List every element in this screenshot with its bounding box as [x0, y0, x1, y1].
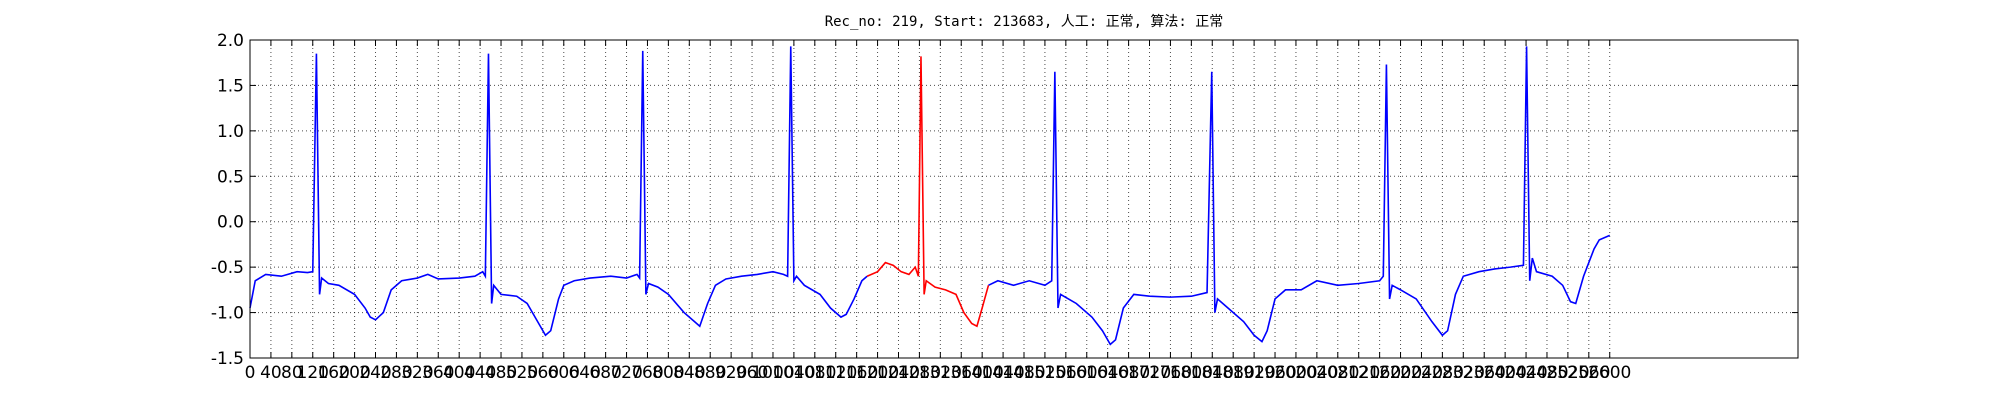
x-tick-label: 280 [380, 363, 412, 383]
x-tick-label: 80 [281, 363, 303, 383]
x-tick-label: 2280 [1421, 363, 1464, 383]
plot-frame [249, 39, 1799, 359]
x-tick-label: 1320 [919, 363, 962, 383]
x-tick-label: 1360 [940, 363, 983, 383]
x-tick-label: 1240 [877, 363, 920, 383]
x-tick-label: 1280 [898, 363, 941, 383]
x-tick-label: 840 [673, 363, 705, 383]
x-tick-label: 880 [694, 363, 726, 383]
ecg-line [866, 56, 990, 328]
x-tick-label: 160 [317, 363, 349, 383]
x-tick-label: 520 [506, 363, 538, 383]
x-tick-label: 1800 [1170, 363, 1213, 383]
x-tick-label: 2360 [1463, 363, 1506, 383]
x-tick-label: 1760 [1149, 363, 1192, 383]
x-tick-label: 960 [736, 363, 768, 383]
x-tick-label: 2160 [1358, 363, 1401, 383]
x-tick-label: 2080 [1316, 363, 1359, 383]
y-tick-label: -1.5 [211, 349, 244, 369]
x-tick-label: 0 [245, 363, 256, 383]
y-tick-label: 0.5 [217, 167, 244, 187]
y-tick-label: 1.5 [217, 76, 244, 96]
chart-title: Rec_no: 219, Start: 213683, 人工: 正常, 算法: … [825, 14, 1224, 30]
x-tick-label: 1560 [1044, 363, 1087, 383]
x-tick-label: 2200 [1379, 363, 1422, 383]
x-tick-label: 240 [359, 363, 391, 383]
x-tick-label: 320 [401, 363, 433, 383]
x-tick-label: 1960 [1253, 363, 1296, 383]
y-tick-label: 0.0 [217, 213, 244, 233]
x-tick-label: 2240 [1400, 363, 1443, 383]
x-tick-label: 1120 [814, 363, 857, 383]
x-tick-label: 1520 [1023, 363, 1066, 383]
x-tick-label: 480 [485, 363, 517, 383]
x-tick-label: 640 [568, 363, 600, 383]
x-tick-label: 560 [527, 363, 559, 383]
x-tick-label: 40 [260, 363, 282, 383]
x-tick-label: 800 [652, 363, 684, 383]
ecg-line [249, 46, 1611, 346]
x-tick-label: 680 [589, 363, 621, 383]
x-tick-label: 1000 [751, 363, 794, 383]
x-tick-label: 920 [715, 363, 747, 383]
x-tick-label: 1400 [961, 363, 1004, 383]
x-tick-label: 1920 [1232, 363, 1275, 383]
y-tick-label: 1.0 [217, 122, 244, 142]
x-tick-label: 400 [443, 363, 475, 383]
x-tick-label: 200 [338, 363, 370, 383]
x-tick-label: 1600 [1065, 363, 1108, 383]
x-tick-label: 1440 [981, 363, 1024, 383]
x-tick-label: 2120 [1337, 363, 1380, 383]
x-tick-label: 360 [422, 363, 454, 383]
x-tick-label: 1040 [772, 363, 815, 383]
x-tick-label: 600 [548, 363, 580, 383]
x-tick-label: 440 [464, 363, 496, 383]
y-tick-label: 2.0 [217, 31, 244, 51]
x-tick-label: 760 [631, 363, 663, 383]
x-tick-label: 2440 [1504, 363, 1547, 383]
x-tick-label: 2520 [1546, 363, 1589, 383]
x-tick-label: 1680 [1107, 363, 1150, 383]
x-tick-label: 120 [297, 363, 329, 383]
y-tick-label: -0.5 [211, 258, 244, 278]
x-tick-label: 1640 [1086, 363, 1129, 383]
x-tick-label: 2480 [1525, 363, 1568, 383]
x-tick-label: 720 [610, 363, 642, 383]
x-tick-label: 2400 [1484, 363, 1527, 383]
x-tick-label: 2320 [1442, 363, 1485, 383]
x-tick-label: 2600 [1588, 363, 1631, 383]
y-tick-label: -1.0 [211, 304, 244, 324]
x-tick-label: 1880 [1212, 363, 1255, 383]
x-tick-label: 1720 [1128, 363, 1171, 383]
x-tick-label: 2040 [1295, 363, 1338, 383]
x-tick-label: 2000 [1274, 363, 1317, 383]
x-tick-label: 1840 [1191, 363, 1234, 383]
x-tick-label: 2560 [1567, 363, 1610, 383]
x-tick-label: 1480 [1002, 363, 1045, 383]
x-tick-label: 1080 [793, 363, 836, 383]
x-tick-label: 1160 [835, 363, 878, 383]
x-tick-label: 1200 [856, 363, 899, 383]
